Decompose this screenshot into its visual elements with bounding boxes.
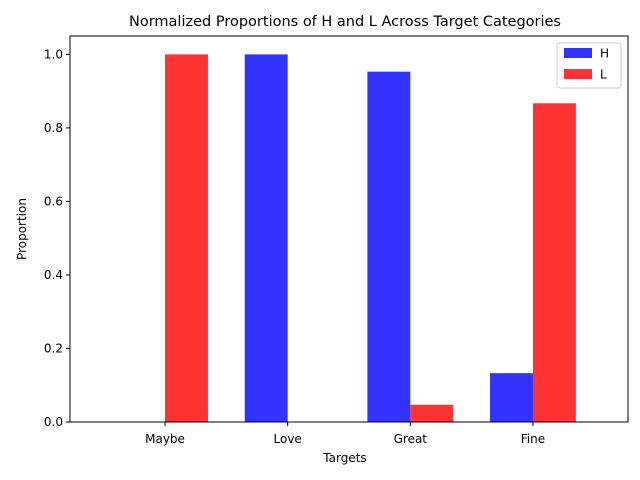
x-axis: Maybe Love Great Fine: [145, 422, 545, 446]
y-tick-label: 0.2: [44, 341, 63, 355]
x-tick-label: Love: [274, 432, 302, 446]
bar-H-Fine: [490, 373, 533, 422]
chart-title: Normalized Proportions of H and L Across…: [129, 14, 561, 30]
bar-H-Great: [367, 71, 411, 422]
legend-swatch-L: [564, 69, 592, 79]
y-axis-label: Proportion: [15, 198, 29, 260]
x-axis-label: Targets: [322, 451, 366, 465]
x-tick-label: Fine: [521, 432, 545, 446]
legend: HL: [556, 42, 622, 89]
legend-label-H: H: [600, 47, 609, 61]
bar-L-Maybe: [165, 54, 208, 422]
y-tick-label: 0.4: [44, 268, 63, 282]
legend-swatch-H: [564, 48, 592, 58]
y-tick-label: 1.0: [44, 47, 63, 61]
y-tick-label: 0.8: [44, 121, 63, 135]
x-tick-label: Great: [394, 432, 428, 446]
bars-group: [165, 54, 576, 422]
y-axis: 0.0 0.2 0.4 0.6 0.8 1.0: [44, 47, 70, 429]
legend-label-L: L: [600, 68, 607, 82]
y-tick-label: 0.6: [44, 194, 63, 208]
y-tick-label: 0.0: [44, 415, 63, 429]
bar-L-Fine: [532, 103, 576, 422]
x-tick-label: Maybe: [145, 432, 185, 446]
bar-H-Love: [244, 54, 288, 422]
bar-L-Great: [410, 404, 454, 422]
plot-frame: [69, 35, 629, 423]
